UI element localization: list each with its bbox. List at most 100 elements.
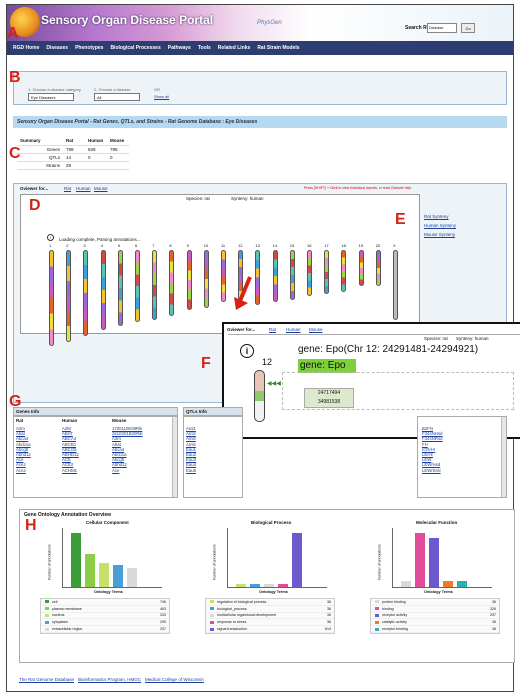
list-item[interactable]: ACE2 xyxy=(62,462,74,468)
zoom-info-icon[interactable]: i xyxy=(240,344,254,358)
legend-row[interactable]: nucleus 333 xyxy=(41,613,169,620)
chromosome-19[interactable] xyxy=(358,250,364,286)
nav-phenotypes[interactable]: Phenotypes xyxy=(75,45,104,51)
go-chart-bar[interactable] xyxy=(401,581,411,587)
list-item[interactable]: LEW/SsN xyxy=(422,467,441,473)
strains-column[interactable]: B2FN F344NHsd F344NRsd FH ICR/Hr LE/Hr LEW LEW/… xyxy=(422,426,443,473)
nav-diseases[interactable]: Diseases xyxy=(46,45,69,51)
legend-row[interactable]: receptor binding 36 xyxy=(371,626,499,633)
legend-row[interactable]: cytoplasm 299 xyxy=(41,619,169,627)
show-all-link[interactable]: Show all xyxy=(154,94,170,99)
legend-row[interactable]: multicellular organismal development 36 xyxy=(206,613,334,620)
go-chart-bar[interactable] xyxy=(250,583,260,587)
chromosome-20[interactable] xyxy=(375,250,381,286)
list-item[interactable]: ACHM1 xyxy=(62,467,78,473)
gviewer-canvas[interactable]: Species: rat Synteny: human i Loading co… xyxy=(20,194,420,346)
human-synteny-link[interactable]: Human Synteny xyxy=(424,223,457,228)
legend-row[interactable]: cell 746 xyxy=(41,599,169,606)
nav-related-links[interactable]: Related Links xyxy=(217,45,251,51)
chromosome-1[interactable] xyxy=(49,250,54,346)
list-item[interactable]: Abcb1a xyxy=(16,441,31,447)
legend-row[interactable]: regulation of biological process 36 xyxy=(206,599,334,606)
rat-synteny-link[interactable]: Rat Synteny xyxy=(424,214,449,219)
nav-rgd-home[interactable]: RGD Home xyxy=(13,45,40,51)
legend-row[interactable]: signal transduction 614 xyxy=(206,626,334,633)
list-item[interactable]: LEW/Hsd xyxy=(422,462,441,468)
go-chart-bar[interactable] xyxy=(85,553,95,587)
nav-rat-strain-models[interactable]: Rat Strain Models xyxy=(257,45,300,51)
legend-row[interactable]: protein binding 36 xyxy=(371,599,499,606)
list-item[interactable]: Ace xyxy=(112,467,120,473)
list-item[interactable]: A2m xyxy=(16,426,25,431)
nav-pathways[interactable]: Pathways xyxy=(167,45,191,51)
tab-rat[interactable]: Rat xyxy=(64,186,72,191)
list-item[interactable]: FH xyxy=(422,441,428,447)
list-item[interactable]: ACE xyxy=(62,457,71,463)
chromosome-15[interactable] xyxy=(289,250,295,300)
go-chart-bar[interactable] xyxy=(127,568,137,587)
mouse-synteny-link[interactable]: Mouse Synteny xyxy=(424,232,456,237)
genes-scrollbar[interactable] xyxy=(172,417,177,497)
list-item[interactable]: Aml4 xyxy=(186,441,196,447)
list-item[interactable]: Eau5 xyxy=(186,467,197,473)
genes-rat-column[interactable]: A2m Abat Abca4 Abcb1a Abcg5 Abhd12 Ace Ace2 Acn2 xyxy=(16,426,31,473)
footer-mcw-link[interactable]: Medical College of Wisconsin xyxy=(145,677,204,682)
chromosome-8[interactable] xyxy=(169,250,175,316)
zoom-tab-mouse[interactable]: Mouse xyxy=(309,327,323,332)
nav-tools[interactable]: Tools xyxy=(197,45,211,51)
footer-rgd-link[interactable]: The Rat Genome Database xyxy=(19,677,75,682)
go-chart-bar[interactable] xyxy=(99,562,109,587)
chromosome-5[interactable] xyxy=(117,250,123,326)
legend-row[interactable]: catalytic activity 36 xyxy=(371,619,499,627)
legend-row[interactable]: binding 326 xyxy=(371,606,499,613)
go-chart-bar[interactable] xyxy=(113,565,123,587)
list-item[interactable]: ICR/Hr xyxy=(422,446,436,452)
list-item[interactable]: Eau3 xyxy=(186,457,197,463)
list-item[interactable]: F344NHsd xyxy=(422,431,443,437)
list-item[interactable]: Abca4 xyxy=(112,446,125,452)
strains-scrollbar[interactable] xyxy=(501,417,506,497)
go-chart-bar[interactable] xyxy=(443,581,453,587)
chromosome-X[interactable] xyxy=(393,250,398,320)
go-chart-bar[interactable] xyxy=(429,537,439,587)
chromosome-18[interactable] xyxy=(341,250,347,292)
list-item[interactable]: 1700110E08Rik xyxy=(112,426,143,431)
list-item[interactable]: F344NRsd xyxy=(422,436,443,442)
chromosome-11[interactable] xyxy=(221,250,226,302)
chromosome-10[interactable] xyxy=(203,250,209,308)
list-item[interactable]: Abat xyxy=(112,441,121,447)
list-item[interactable]: Aml1 xyxy=(186,426,196,431)
footer-bioinformatics-link[interactable]: Bioinformatics Program, HMGC xyxy=(78,677,142,682)
list-item[interactable]: ABCA4 xyxy=(62,436,77,442)
go-chart-bar[interactable] xyxy=(236,583,246,587)
chromosome-4[interactable] xyxy=(100,250,106,330)
list-item[interactable]: Acn2 xyxy=(16,467,26,473)
info-icon[interactable]: i xyxy=(47,234,54,241)
zoom-tab-rat[interactable]: Rat xyxy=(269,327,277,332)
chromosome-9[interactable] xyxy=(186,250,192,310)
list-item[interactable]: Eau2 xyxy=(186,452,197,458)
legend-row[interactable]: extracellular region 257 xyxy=(41,626,169,633)
zoom-gene-short[interactable]: gene: Epo xyxy=(298,359,356,373)
search-go-button[interactable]: Go xyxy=(461,23,475,33)
disease-select[interactable]: All xyxy=(94,93,140,101)
legend-row[interactable]: plasma membrane 463 xyxy=(41,606,169,613)
go-chart-bar[interactable] xyxy=(457,581,467,587)
list-item[interactable]: Ace xyxy=(16,457,24,463)
list-item[interactable]: ABHD12 xyxy=(62,452,79,458)
list-item[interactable]: A2M xyxy=(62,426,71,431)
list-item[interactable]: Aml3 xyxy=(186,436,196,442)
disease-category-select[interactable]: Eye Diseases xyxy=(28,93,74,101)
go-chart-bar[interactable] xyxy=(415,533,425,587)
go-chart-bar[interactable] xyxy=(292,533,302,587)
list-item[interactable]: Abcg5 xyxy=(112,457,125,463)
list-item[interactable]: Abhd12 xyxy=(16,452,31,458)
legend-row[interactable]: biological_process 36 xyxy=(206,606,334,613)
list-item[interactable]: A2m xyxy=(112,436,121,442)
legend-row[interactable]: receptor activity 297 xyxy=(371,613,499,620)
tab-mouse[interactable]: Mouse xyxy=(94,186,108,191)
zoom-tab-human[interactable]: Human xyxy=(286,327,301,332)
list-item[interactable]: Abca4 xyxy=(16,436,29,442)
qtls-rat-column[interactable]: Aml1 Aml2 Aml3 Aml4 Eau1 Eau2 Eau3 Eau4 Eau5 xyxy=(186,426,196,473)
go-chart-bar[interactable] xyxy=(278,583,288,587)
